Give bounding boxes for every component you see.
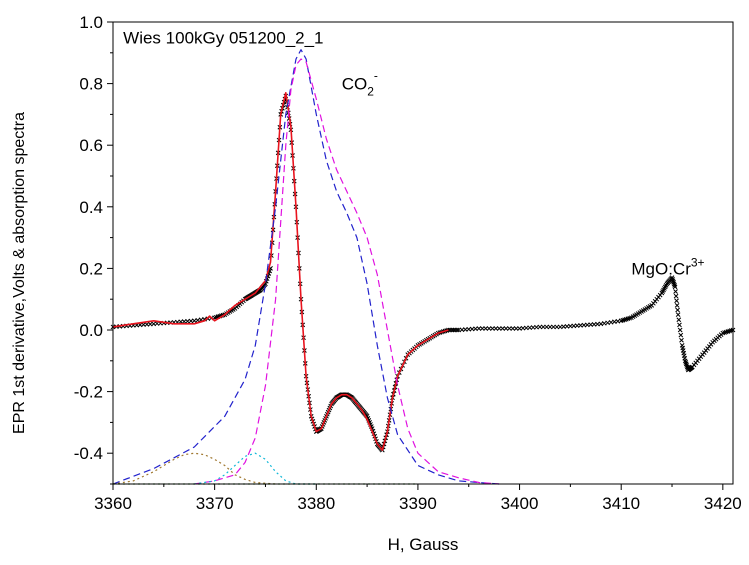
data-point xyxy=(678,332,684,338)
data-point xyxy=(493,326,499,331)
data-point xyxy=(673,289,678,294)
data-point xyxy=(452,327,458,333)
y-tick-label: 0.2 xyxy=(79,259,103,278)
data-point xyxy=(674,303,680,308)
data-point xyxy=(677,327,683,333)
data-point xyxy=(554,324,560,330)
series-line-2 xyxy=(112,49,500,485)
data-point xyxy=(496,326,502,331)
data-point xyxy=(676,317,682,323)
data-point xyxy=(479,326,485,331)
data-point xyxy=(503,326,509,331)
data-point xyxy=(451,327,456,333)
data-point xyxy=(544,324,550,330)
plot-frame xyxy=(112,21,734,485)
x-tick-label: 3400 xyxy=(501,494,539,513)
y-tick-label: 0.0 xyxy=(79,321,103,340)
y-tick-label: -0.2 xyxy=(74,383,103,402)
x-tick-label: 3390 xyxy=(399,494,437,513)
data-point xyxy=(679,337,684,343)
data-point xyxy=(446,327,451,333)
series-line-4 xyxy=(112,452,276,485)
data-point xyxy=(449,327,455,333)
y-tick-label: 0.6 xyxy=(79,136,103,155)
data-point xyxy=(483,326,489,331)
data-point xyxy=(507,326,512,331)
y-tick-label: 0.8 xyxy=(79,75,103,94)
data-point xyxy=(447,327,453,333)
annotation-0: Wies 100kGy 051200_2_1 xyxy=(123,28,323,47)
data-point xyxy=(500,326,505,331)
data-point xyxy=(551,324,556,330)
data-point xyxy=(476,326,482,331)
data-point xyxy=(675,312,681,317)
data-point xyxy=(510,326,516,331)
data-point xyxy=(537,324,543,330)
y-tick-label: 1.0 xyxy=(79,13,103,32)
series-line-5 xyxy=(194,452,317,485)
x-tick-label: 3360 xyxy=(94,494,132,513)
data-point xyxy=(677,322,682,328)
series-layer xyxy=(110,49,736,485)
y-axis-label: EPR 1st derivative,Volts & absorption sp… xyxy=(11,112,28,434)
data-point xyxy=(675,307,680,313)
axes-layer: 3360 3370 3380 3390 3400 3410 3420 -0.4 -0.2 0.0 0… xyxy=(74,13,742,513)
data-point xyxy=(486,326,492,331)
data-point xyxy=(540,324,546,330)
x-tick-label: 3380 xyxy=(297,494,335,513)
annotation-2: MgO:Cr3+ xyxy=(631,255,704,278)
y-tick-label: 0.4 xyxy=(79,198,103,217)
data-point xyxy=(547,324,553,330)
annotation-layer: Wies 100kGy 051200_2_1 CO2- MgO:Cr3+ xyxy=(123,28,704,278)
data-point xyxy=(674,298,679,304)
data-point xyxy=(673,293,679,299)
y-tick-label: -0.4 xyxy=(74,444,103,463)
x-axis-label: H, Gauss xyxy=(388,535,459,554)
data-point xyxy=(490,326,495,331)
annotation-1: CO2- xyxy=(342,69,378,99)
x-tick-label: 3370 xyxy=(196,494,234,513)
x-tick-label: 3410 xyxy=(602,494,640,513)
data-point xyxy=(454,327,460,333)
series-line-3 xyxy=(194,58,500,485)
data-point xyxy=(513,326,519,331)
data-point xyxy=(672,284,678,290)
series-line-1 xyxy=(112,92,449,451)
x-tick-label: 3420 xyxy=(704,494,742,513)
